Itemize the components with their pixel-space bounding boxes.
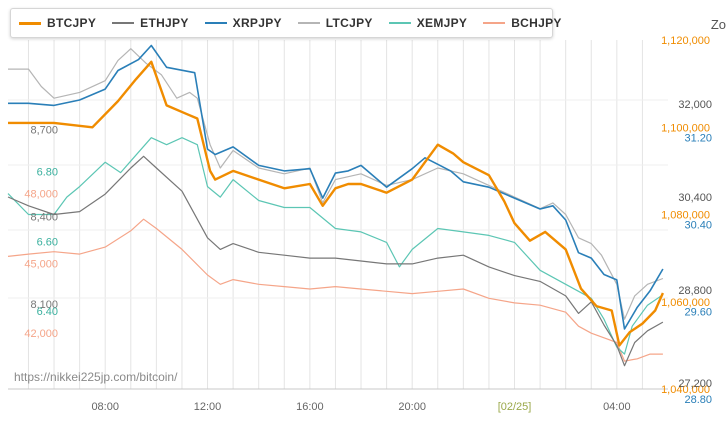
y-tick-label-ethjpy: 8,100	[30, 299, 58, 311]
x-tick-label: 16:00	[296, 401, 324, 413]
legend-swatch	[19, 21, 41, 25]
y-tick-label-ltcjpy: 27,200	[678, 378, 712, 390]
y-tick-label-xemjpy: 6.60	[37, 236, 58, 248]
legend-label: XEMJPY	[416, 16, 468, 30]
legend-swatch	[204, 22, 227, 24]
x-tick-label: 20:00	[398, 401, 426, 413]
y-tick-label-xemjpy: 6.40	[37, 306, 58, 318]
legend-swatch	[297, 22, 320, 24]
chart-legend: BTCJPY ETHJPY XRPJPY LTCJPY XEMJPY BCHJPY	[10, 8, 561, 38]
y-tick-label-ethjpy: 8,400	[30, 212, 58, 224]
y-tick-label-btcjpy: 1,100,000	[661, 122, 710, 134]
series-line-ethjpy	[7, 155, 664, 367]
zoom-label[interactable]: Zo	[710, 17, 726, 32]
legend-label: XRPJPY	[232, 16, 282, 30]
series-line-xrpjpy	[8, 44, 664, 330]
y-tick-label-btcjpy: 1,080,000	[661, 210, 710, 222]
legend-swatch	[112, 22, 135, 24]
y-tick-label-xemjpy: 6.80	[37, 167, 58, 179]
legend-label: BTCJPY	[47, 16, 97, 30]
legend-label: ETHJPY	[140, 16, 189, 30]
x-tick-label: 12:00	[194, 401, 222, 413]
y-tick-label-ltcjpy: 28,800	[678, 285, 712, 297]
series-layer	[7, 44, 664, 367]
y-tick-label-bchjpy: 45,000	[24, 258, 58, 270]
y-tick-label-ethjpy: 8,700	[30, 124, 58, 136]
watermark: https://nikkei225jp.com/bitcoin/	[14, 370, 178, 384]
x-tick-label: 04:00	[603, 401, 631, 413]
y-tick-label-btcjpy: 1,120,000	[661, 35, 710, 47]
series-line-btcjpy	[8, 60, 664, 347]
y-tick-label-bchjpy: 42,000	[24, 328, 58, 340]
legend-item-ethjpy[interactable]: ETHJPY	[112, 16, 188, 30]
series-line-ltcjpy	[8, 48, 664, 320]
x-tick-label: 08:00	[91, 401, 119, 413]
legend-item-xrpjpy[interactable]: XRPJPY	[204, 16, 282, 30]
y-tick-label-ltcjpy: 30,400	[678, 192, 712, 204]
chart-grid	[8, 40, 668, 390]
legend-item-btcjpy[interactable]: BTCJPY	[19, 16, 96, 30]
y-axis-ticks: 1,120,000 1,100,000 1,080,000 1,060,000 1,04…	[24, 35, 712, 406]
x-axis-ticks: 08:00 12:00 16:00 20:00 [02/25] 04:00	[91, 401, 630, 413]
series-line-bchjpy	[7, 218, 663, 362]
legend-swatch	[483, 22, 506, 24]
legend-item-bchjpy[interactable]: BCHJPY	[483, 16, 561, 30]
y-tick-label-xrpjpy: 30.40	[684, 220, 712, 232]
y-tick-label-xrpjpy: 31.20	[684, 132, 712, 144]
y-tick-label-xrpjpy: 29.60	[684, 307, 712, 319]
y-tick-label-btcjpy: 1,040,000	[661, 384, 710, 396]
x-tick-label: [02/25]	[498, 401, 532, 413]
legend-swatch	[388, 22, 411, 24]
legend-item-xemjpy[interactable]: XEMJPY	[388, 16, 468, 30]
legend-label: BCHJPY	[511, 16, 562, 30]
legend-item-ltcjpy[interactable]: LTCJPY	[297, 16, 373, 30]
y-tick-label-xrpjpy: 28.80	[684, 394, 712, 406]
legend-label: LTCJPY	[325, 16, 373, 30]
y-tick-label-bchjpy: 48,000	[24, 189, 58, 201]
y-tick-label-btcjpy: 1,060,000	[661, 297, 710, 309]
y-tick-label-ltcjpy: 32,000	[678, 99, 712, 111]
